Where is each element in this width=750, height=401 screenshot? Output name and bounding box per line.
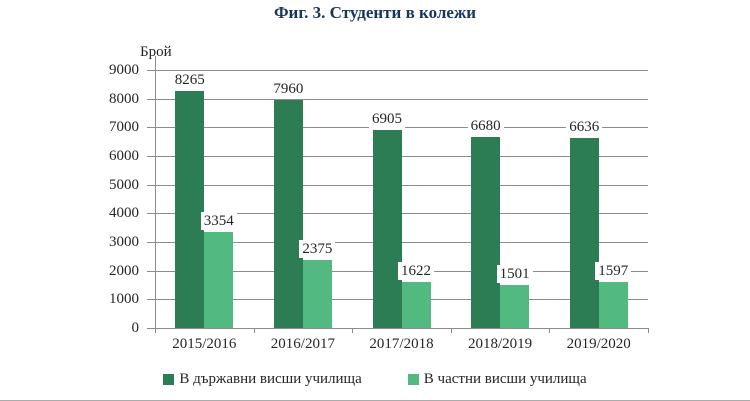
- legend-swatch: [407, 374, 419, 385]
- bar-value-label: 6680: [467, 116, 504, 135]
- y-tick-label: 2000: [109, 262, 139, 279]
- y-axis-tick: [147, 242, 155, 243]
- y-tick-label: 4000: [109, 205, 139, 222]
- bar-value-label: 1501: [496, 264, 533, 283]
- bar-private: [500, 284, 530, 328]
- figure-title: Фиг. 3. Студенти в колежи: [273, 3, 477, 22]
- x-axis-tick: [253, 328, 255, 333]
- gridline: [155, 242, 648, 243]
- legend-swatch: [163, 374, 175, 385]
- y-tick-label: 6000: [109, 148, 139, 164]
- y-tick-label: 5000: [109, 176, 139, 193]
- bar-state: [175, 91, 205, 328]
- x-axis-tick: [450, 328, 452, 333]
- y-axis-tick: [147, 213, 155, 215]
- x-category-label: 2018/2019: [468, 336, 533, 352]
- y-axis-tick: [147, 184, 155, 186]
- y-tick-label: 9000: [109, 62, 139, 78]
- y-axis-tick: [147, 156, 155, 157]
- x-category-label: 2015/2016: [172, 336, 237, 352]
- y-tick-label: 3000: [109, 234, 139, 250]
- bar-value-label: 2375: [299, 239, 336, 258]
- bar-value-label: 6636: [566, 117, 603, 136]
- bar-private: [204, 231, 234, 328]
- x-axis-tick: [352, 328, 354, 333]
- y-axis-tick: [147, 127, 155, 129]
- bar-private: [598, 282, 628, 328]
- bar-value-label: 3354: [200, 211, 237, 230]
- bar-value-label: 7960: [270, 79, 307, 98]
- y-tick-label: 7000: [109, 119, 139, 136]
- bar-state: [372, 130, 402, 328]
- y-tick-label: 1000: [109, 291, 139, 308]
- bar-state: [273, 99, 303, 328]
- bar-value-label: 1622: [398, 261, 434, 280]
- legend: В държавни висши училища В частни висши у…: [0, 371, 750, 388]
- legend-item: В държавни висши училища: [163, 371, 362, 388]
- bar-value-label: 6905: [369, 110, 405, 129]
- bar-value-label: 1597: [595, 262, 632, 281]
- x-axis-tick: [648, 328, 649, 333]
- gridline: [155, 213, 648, 215]
- gridline: [155, 156, 648, 157]
- legend-label: В държавни висши училища: [179, 371, 362, 387]
- y-axis-tick: [147, 98, 155, 100]
- y-axis-tick: [147, 328, 155, 329]
- bar-private: [401, 281, 431, 328]
- x-axis-tick: [549, 328, 551, 333]
- y-tick-label: 8000: [109, 90, 139, 107]
- y-tick-label: 0: [131, 320, 140, 336]
- y-axis-tick: [147, 270, 155, 272]
- bar-state: [471, 136, 501, 328]
- legend-label: В частни висши училища: [423, 371, 587, 387]
- gridline: [155, 98, 648, 100]
- y-axis-title: Брой: [140, 44, 172, 60]
- x-category-label: 2019/2020: [566, 336, 631, 352]
- gridline: [155, 70, 648, 71]
- x-category-label: 2016/2017: [270, 336, 335, 352]
- x-axis-line: [155, 328, 649, 329]
- bar-value-label: 8265: [171, 71, 208, 90]
- x-category-label: 2017/2018: [369, 336, 434, 352]
- legend-item: В частни висши училища: [407, 371, 587, 388]
- bar-private: [302, 259, 332, 328]
- y-axis-tick: [147, 299, 155, 301]
- y-axis-tick: [147, 70, 155, 71]
- y-axis-line: [155, 56, 156, 328]
- gridline: [155, 184, 648, 186]
- x-axis-tick: [155, 328, 156, 333]
- bar-state: [569, 137, 599, 328]
